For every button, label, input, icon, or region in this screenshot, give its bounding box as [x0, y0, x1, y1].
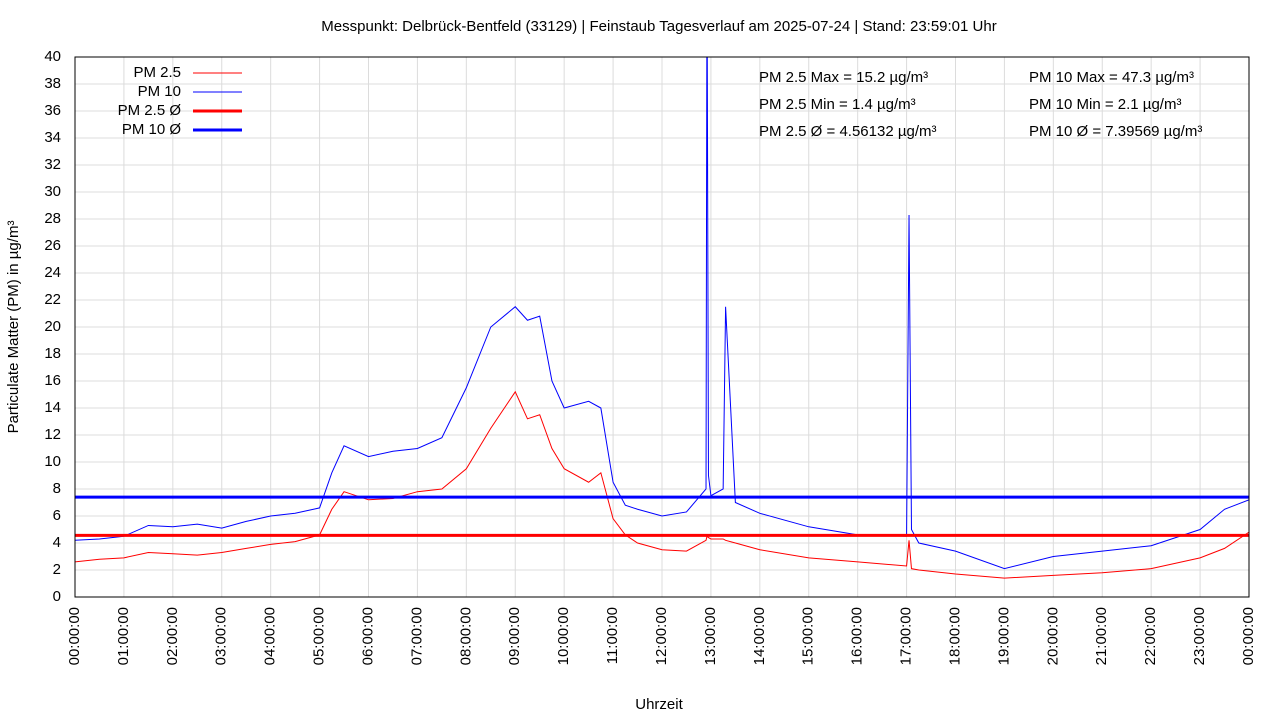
x-tick-label: 05:00:00 — [311, 607, 328, 665]
y-tick-label: 16 — [44, 372, 61, 389]
x-tick-label: 12:00:00 — [653, 607, 670, 665]
y-tick-label: 10 — [44, 453, 61, 470]
x-tick-label: 06:00:00 — [359, 607, 376, 665]
x-tick-label: 16:00:00 — [849, 607, 866, 665]
legend-label: PM 2.5 — [133, 64, 181, 81]
y-tick-label: 20 — [44, 318, 61, 335]
y-tick-label: 0 — [53, 588, 61, 605]
annotation: PM 10 Max = 47.3 µg/m³ — [1029, 69, 1194, 86]
plot-area — [75, 57, 1249, 579]
x-tick-label: 15:00:00 — [800, 607, 817, 665]
x-tick-label: 17:00:00 — [898, 607, 915, 665]
legend-label: PM 10 — [138, 83, 181, 100]
x-tick-label: 19:00:00 — [995, 607, 1012, 665]
x-tick-label: 13:00:00 — [702, 607, 719, 665]
annotation: PM 2.5 Ø = 4.56132 µg/m³ — [759, 123, 936, 140]
x-tick-label: 10:00:00 — [555, 607, 572, 665]
annotation: PM 10 Ø = 7.39569 µg/m³ — [1029, 123, 1202, 140]
y-tick-label: 12 — [44, 426, 61, 443]
y-tick-label: 28 — [44, 210, 61, 227]
x-tick-label: 11:00:00 — [604, 607, 621, 664]
x-tick-label: 09:00:00 — [506, 607, 523, 665]
x-tick-label: 02:00:00 — [164, 607, 181, 665]
x-tick-label: 08:00:00 — [457, 607, 474, 665]
x-tick-label: 21:00:00 — [1093, 607, 1110, 665]
x-tick-label: 23:00:00 — [1191, 607, 1208, 665]
y-tick-label: 24 — [44, 264, 61, 281]
y-tick-label: 6 — [53, 507, 61, 524]
y-tick-label: 40 — [44, 48, 61, 65]
y-tick-label: 30 — [44, 183, 61, 200]
y-axis-label: Particulate Matter (PM) in µg/m³ — [5, 221, 22, 434]
y-tick-label: 26 — [44, 237, 61, 254]
legend-label: PM 2.5 Ø — [118, 102, 182, 119]
y-tick-label: 2 — [53, 561, 61, 578]
annotation: PM 2.5 Max = 15.2 µg/m³ — [759, 69, 928, 86]
y-tick-label: 32 — [44, 156, 61, 173]
chart-title: Messpunkt: Delbrück-Bentfeld (33129) | F… — [321, 18, 996, 35]
x-tick-label: 04:00:00 — [262, 607, 279, 665]
x-tick-label: 01:00:00 — [115, 607, 132, 665]
x-tick-label: 00:00:00 — [1240, 607, 1257, 665]
annotation: PM 2.5 Min = 1.4 µg/m³ — [759, 96, 916, 113]
y-tick-label: 34 — [44, 129, 61, 146]
x-axis-label: Uhrzeit — [635, 696, 683, 713]
y-tick-label: 18 — [44, 345, 61, 362]
y-tick-label: 36 — [44, 102, 61, 119]
x-tick-label: 14:00:00 — [751, 607, 768, 665]
y-tick-label: 22 — [44, 291, 61, 308]
x-tick-label: 03:00:00 — [213, 607, 230, 665]
y-tick-label: 38 — [44, 75, 61, 92]
y-tick-label: 4 — [53, 534, 61, 551]
annotation: PM 10 Min = 2.1 µg/m³ — [1029, 96, 1181, 113]
y-tick-label: 8 — [53, 480, 61, 497]
data-line — [75, 390, 1249, 579]
plot-border — [74, 56, 1250, 598]
y-tick-label: 14 — [44, 399, 61, 416]
x-tick-label: 22:00:00 — [1142, 607, 1159, 665]
x-tick-label: 18:00:00 — [946, 607, 963, 665]
legend-label: PM 10 Ø — [122, 121, 182, 138]
x-tick-label: 07:00:00 — [408, 607, 425, 665]
x-tick-label: 20:00:00 — [1044, 607, 1061, 665]
x-tick-label: 00:00:00 — [66, 607, 83, 665]
